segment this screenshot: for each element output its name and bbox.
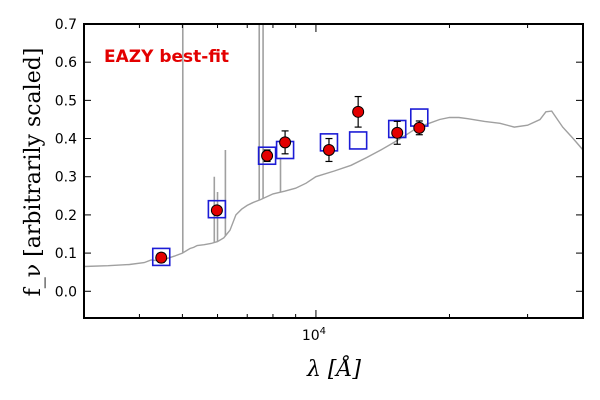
y-tick-label: 0.1 xyxy=(55,246,77,262)
model-photometry-square xyxy=(348,131,368,150)
observed-point xyxy=(413,121,426,134)
model-photometry-square xyxy=(151,247,171,267)
y-tick-label: 0.7 xyxy=(55,17,77,33)
observed-point xyxy=(155,251,168,264)
chart-annotation: EAZY best-fit xyxy=(104,47,229,67)
observed-point xyxy=(279,136,292,149)
x-axis-label: λ [Å] xyxy=(306,354,361,382)
plot-frame xyxy=(83,23,584,319)
model-photometry-square xyxy=(207,199,227,219)
observed-point xyxy=(352,105,365,118)
y-tick-label: 0.3 xyxy=(55,170,77,186)
observed-point xyxy=(261,149,274,162)
y-tick-label: 0.6 xyxy=(55,55,77,71)
y-tick-label: 0.2 xyxy=(55,208,77,224)
y-tick-label: 0.0 xyxy=(55,284,77,300)
model-photometry-square xyxy=(257,146,277,166)
x-tick-label: 104 xyxy=(302,326,326,344)
y-tick-label: 0.5 xyxy=(55,93,77,109)
model-sed-line xyxy=(84,110,583,268)
observed-point xyxy=(210,204,223,217)
observed-point xyxy=(322,144,335,156)
plot-area xyxy=(84,24,583,268)
observed-point xyxy=(391,126,404,139)
y-axis-label: f_ν [arbitrarily scaled] xyxy=(21,48,46,297)
axes: 0.0 0.1 0.2 0.3 0.4 0.5 0.6 0.7 104 xyxy=(55,17,584,344)
y-tick-label: 0.4 xyxy=(55,132,77,148)
